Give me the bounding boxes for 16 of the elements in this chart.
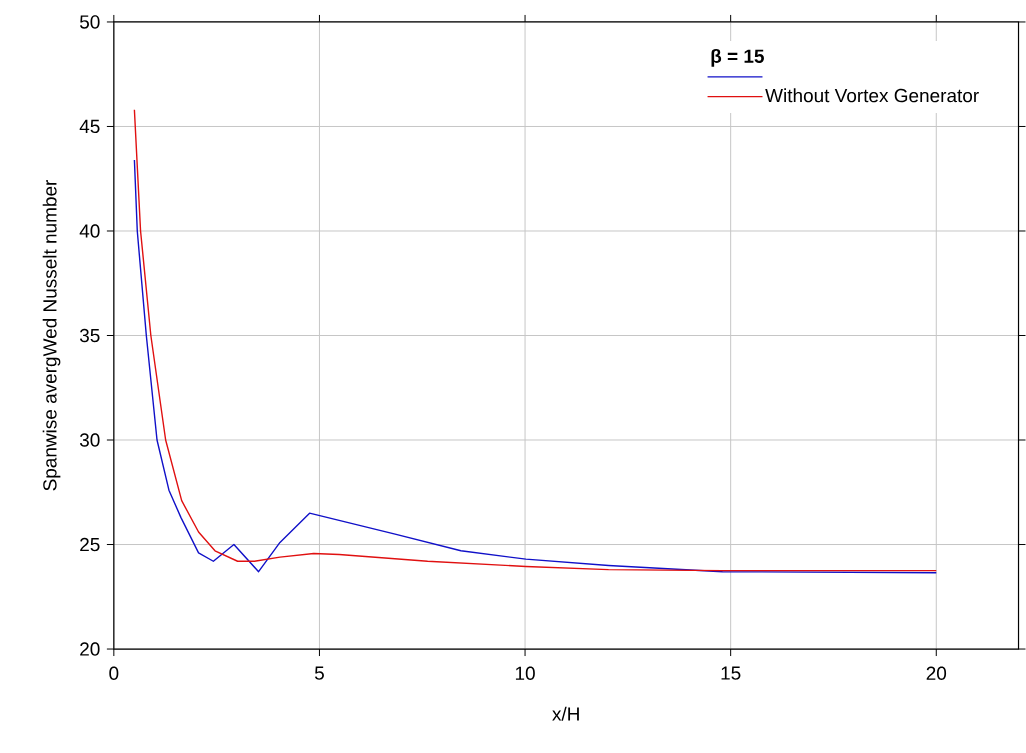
y-tick-label: 40	[79, 224, 100, 238]
legend-title: β = 15	[711, 49, 764, 67]
y-tick-label: 45	[79, 119, 100, 134]
x-axis-title: x/H	[552, 706, 579, 721]
y-axis-title: Spanwise avergWed Nusselt number	[42, 180, 61, 491]
x-tick-label: 10	[515, 666, 535, 681]
y-tick-label: 30	[79, 433, 100, 447]
y-tick-label: 35	[79, 328, 100, 343]
y-tick-label: 25	[80, 537, 100, 552]
y-tick-label: 20	[80, 642, 100, 656]
x-tick-label: 20	[926, 666, 947, 681]
x-tick-label: 5	[314, 666, 324, 680]
x-tick-label: 0	[109, 666, 119, 681]
legend-label: Without Vortex Generator	[765, 88, 979, 103]
x-tick-label: 15	[721, 666, 741, 680]
y-tick-label: 50	[79, 15, 100, 29]
